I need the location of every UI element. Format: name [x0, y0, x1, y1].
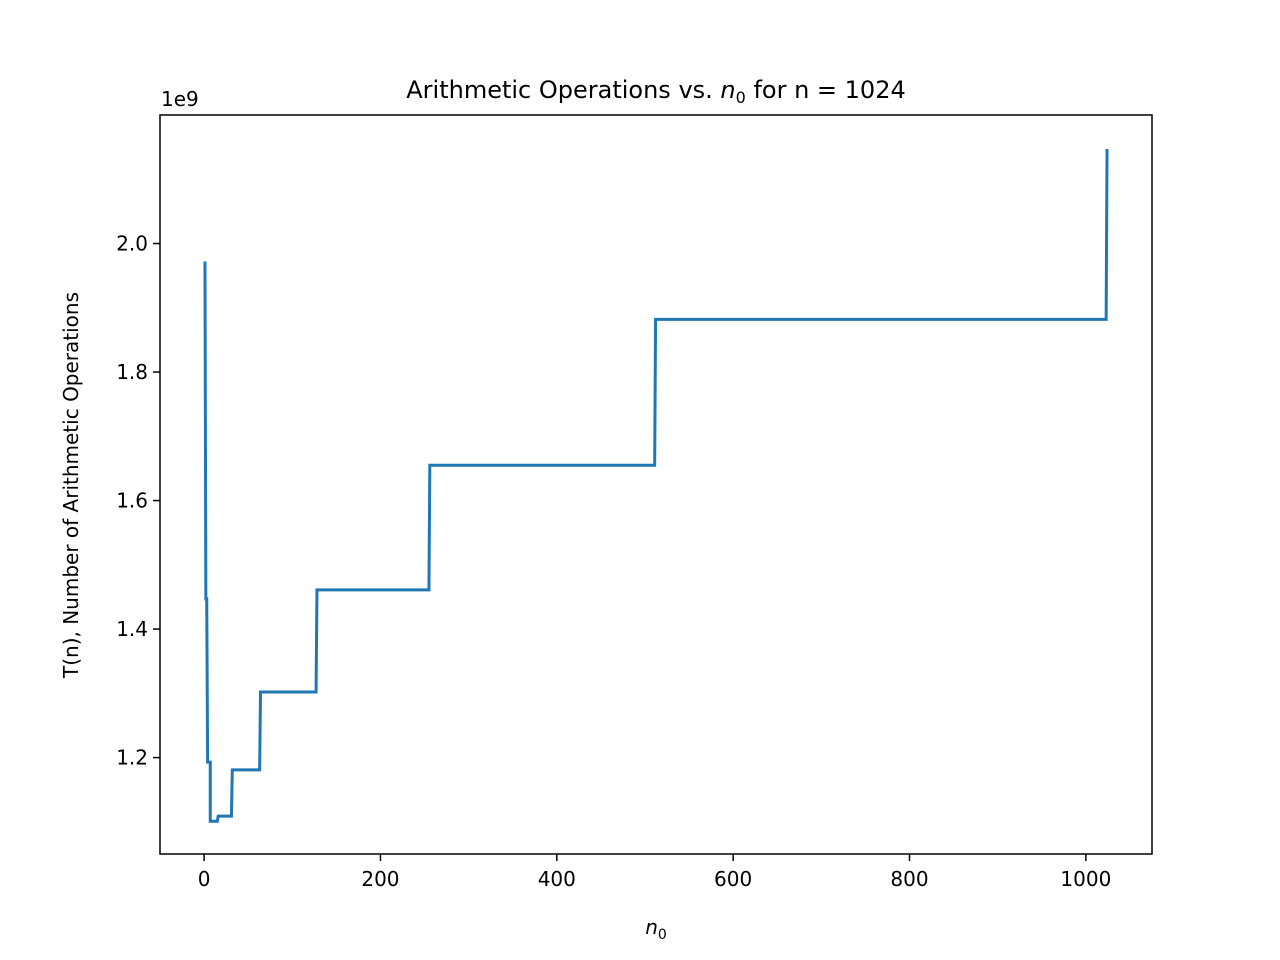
plot-frame: [159, 114, 1153, 855]
x-tick-label: 800: [890, 867, 928, 891]
x-tick-label: 1000: [1060, 867, 1111, 891]
series-line-0: [203, 149, 1109, 823]
y-tick-label: 1.8: [116, 360, 148, 384]
x-tick-label: 0: [198, 867, 211, 891]
y-tick-label: 1.4: [116, 617, 148, 641]
x-axis: 0 200 400 600 800 1000: [198, 854, 1111, 891]
y-tick-label: 1.6: [116, 489, 148, 513]
y-tick-label: 2.0: [116, 232, 148, 256]
plot-area: [159, 114, 1153, 855]
x-tick-label: 400: [538, 867, 576, 891]
x-tick-label: 600: [714, 867, 752, 891]
y-tick-label: 1.2: [116, 746, 148, 770]
x-tick-label: 200: [361, 867, 399, 891]
y-axis: 1.2 1.4 1.6 1.8 2.0: [116, 232, 160, 770]
x-axis-label: n0: [645, 915, 667, 943]
y-offset-label: 1e9: [161, 87, 199, 111]
y-axis-label: T(n), Number of Arithmetic Operations: [59, 292, 83, 679]
chart-title: Arithmetic Operations vs. n0 for n = 102…: [406, 76, 905, 107]
